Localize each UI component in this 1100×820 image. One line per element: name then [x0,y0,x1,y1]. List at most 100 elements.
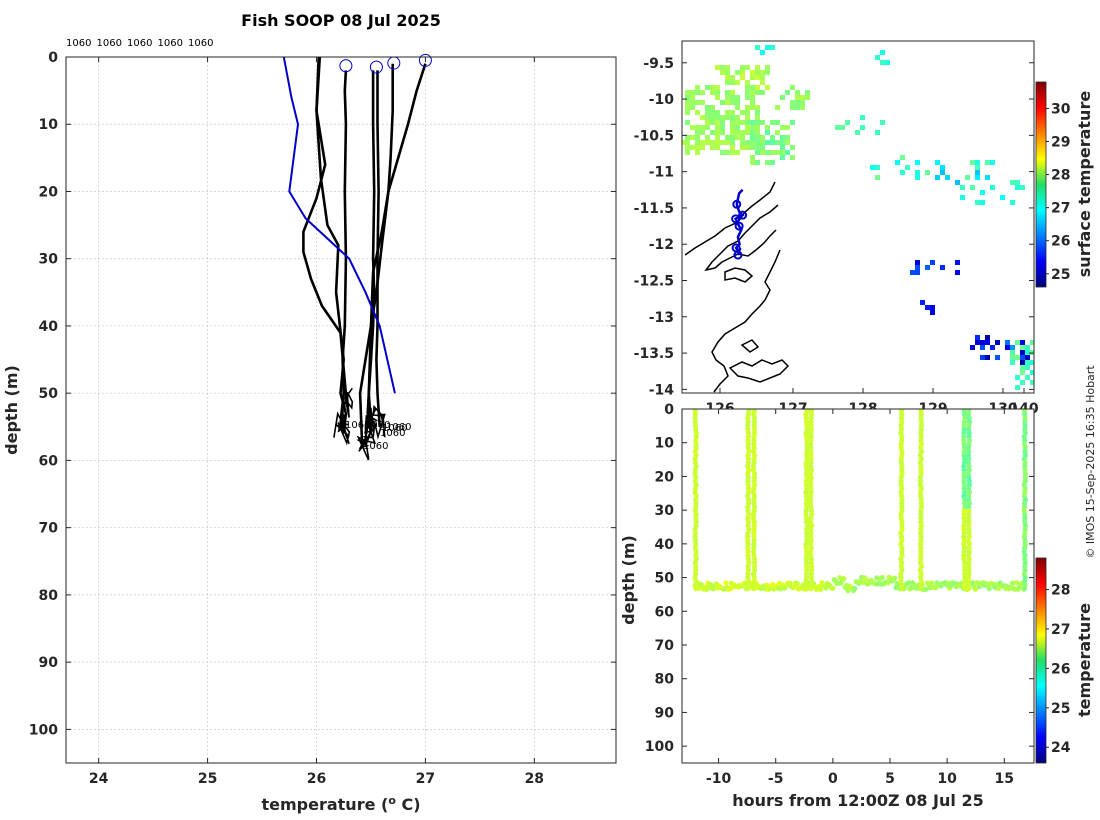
temperature-dot [852,585,858,592]
sst-cell [720,70,725,75]
sst-cell [995,355,1000,360]
y-axis-label-depth: depth (m) [619,535,638,625]
sst-cell [765,140,770,145]
profile-axes-box [65,56,617,764]
sst-cell [980,345,985,350]
sst-cell [875,130,880,135]
sst-cell [695,125,700,130]
temperature-dot [751,530,757,536]
temperature-dot [1022,422,1028,429]
sst-cell [735,115,740,120]
sst-cell [760,50,765,55]
temperature-dot [803,556,809,562]
temperature-dot [899,504,905,510]
sst-cell [705,110,710,115]
profile-bottom-tangle [337,419,351,446]
sst-cell [770,120,775,125]
temperature-dot [692,534,698,540]
sst-cell [785,150,790,155]
map-y-tick-label: -9.5 [643,56,674,72]
sst-cell [1030,370,1034,375]
sst-cell [700,90,705,95]
sst-cell [750,75,755,80]
temperature-dot [891,575,898,581]
temperature-dot [961,471,967,477]
sst-cell [1035,380,1040,385]
temperature-dot [961,422,967,429]
sst-cell [955,260,960,265]
sst-cell [1015,180,1020,185]
temperature-dot [769,581,776,588]
sst-cell [745,125,750,130]
sst-cell [985,160,990,165]
temperature-dot [751,419,758,425]
map-y-tick-label: -10.5 [634,128,674,144]
sst-cell [690,100,695,105]
temperature-colorbar-tick-label: 25 [1051,701,1070,717]
temperature-dot [751,497,757,503]
temperature-dot [745,485,752,492]
sst-cell [880,60,885,65]
temperature-dot [918,526,924,532]
temperature-dot [917,474,923,481]
sst-cell [735,95,740,100]
sst-cell [725,65,730,70]
sst-cell [990,185,995,190]
sst-cell [700,125,705,130]
sst-cell [775,120,780,125]
temperature-dot [745,434,751,440]
temperature-dot [929,580,935,586]
sst-cell [870,165,875,170]
model-profile-line [282,57,396,394]
sst-cell [755,125,760,130]
sst-cell [765,85,770,90]
temperature-dot [808,419,814,425]
temperature-profile-line [367,63,395,427]
temperature-dot [745,441,751,447]
y-tick-label: 80 [39,588,59,604]
sst-cells [682,45,1040,390]
temperature-dot [1021,500,1028,506]
temperature-dot [966,582,972,588]
sst-cell [1005,345,1010,350]
td-y-tick-label: 60 [655,604,675,620]
temperature-dot [918,549,924,555]
temperature-dot [751,437,757,443]
coastline-segment [711,249,781,393]
sst-cell [755,110,760,115]
temperature-dot [808,556,814,562]
temperature-dot [962,456,968,462]
sst-cell [1015,185,1020,190]
sst-cell [875,55,880,60]
temperature-dot [918,422,925,429]
sst-cell [715,65,720,70]
td-y-tick-label: 100 [645,739,674,755]
temperature-dot [1022,474,1028,481]
sst-cell [695,100,700,105]
temperature-dot [966,545,972,551]
temperature-dot [918,500,924,506]
sst-cell [760,140,765,145]
sst-cell [795,105,800,110]
sst-cell [765,160,770,165]
map-y-tick-label: -11 [649,165,674,181]
sst-cell [720,125,725,130]
sst-cell [700,130,705,135]
temperature-dot [751,422,757,429]
sst-cell [715,130,720,135]
map-y-tick-label: -13.5 [634,346,674,362]
temperature-dot [751,456,757,462]
sst-cell [735,80,740,85]
sst-cell [790,145,795,150]
sst-cell [780,145,785,150]
sst-cell [755,85,760,90]
sst-cell [750,130,755,135]
sst-cell [755,45,760,50]
temperature-dot [808,415,814,421]
sst-cell [695,140,700,145]
sst-cell [915,270,920,275]
sst-cell [710,110,715,115]
sst-cell [935,175,940,180]
sst-cell [800,95,805,100]
